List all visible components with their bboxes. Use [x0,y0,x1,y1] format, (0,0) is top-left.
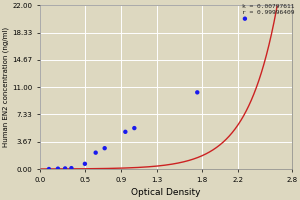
Point [102,147,107,150]
Point [56,167,60,170]
Point [195,91,200,94]
Point [132,126,137,130]
Text: k = 0.00797611
r = 0.99996409: k = 0.00797611 r = 0.99996409 [242,4,294,15]
Y-axis label: Human EN2 concentration (ng/ml): Human EN2 concentration (ng/ml) [3,27,9,147]
Point [82,162,87,165]
Point [46,167,51,171]
X-axis label: Optical Density: Optical Density [131,188,201,197]
Point [63,167,68,170]
Point [93,151,98,154]
Point [242,17,247,20]
Point [123,130,128,133]
Point [69,167,74,170]
